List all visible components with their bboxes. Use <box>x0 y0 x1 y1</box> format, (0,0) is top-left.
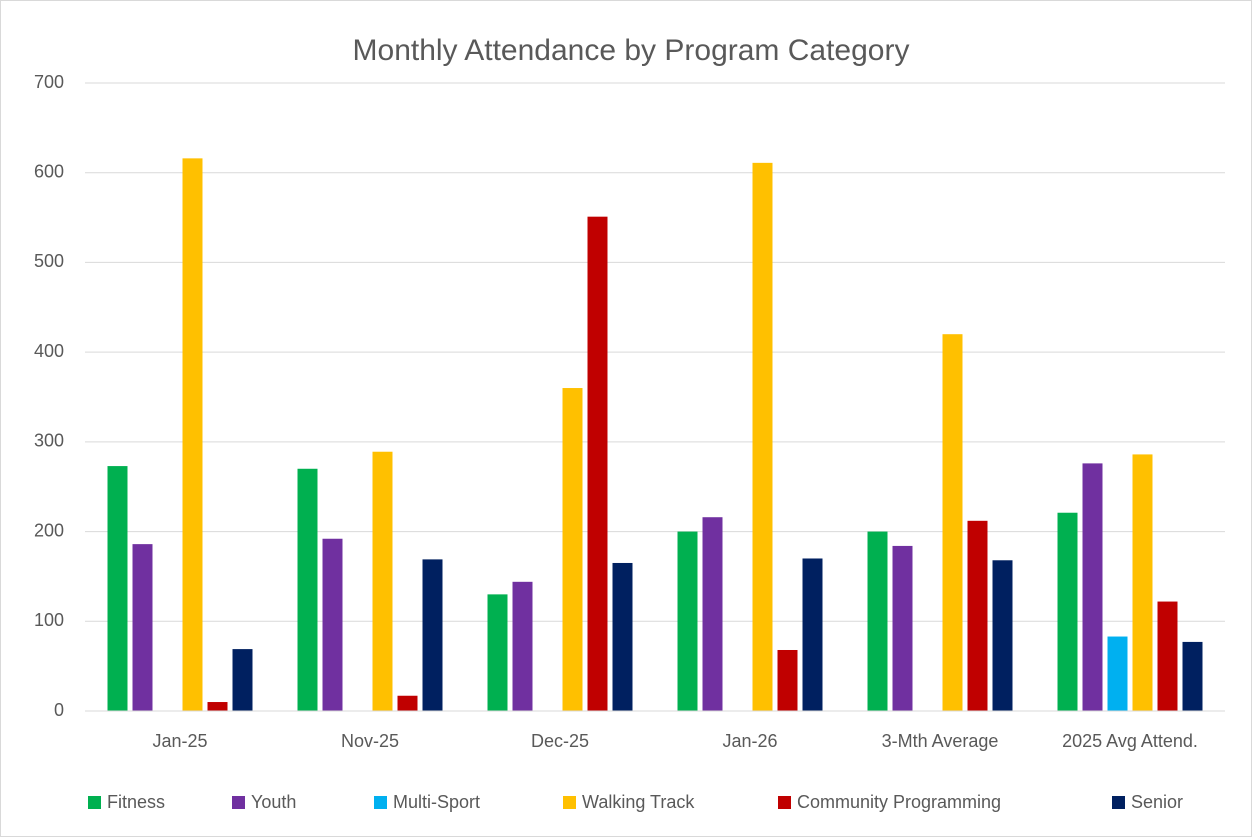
y-tick-label: 300 <box>34 431 64 451</box>
bar <box>182 158 203 712</box>
bar <box>562 388 583 711</box>
legend-swatch <box>1112 796 1125 809</box>
bar <box>132 544 153 711</box>
bar <box>232 649 253 711</box>
bar <box>752 162 773 712</box>
bar <box>967 520 988 711</box>
legend-swatch <box>232 796 245 809</box>
y-tick-label: 400 <box>34 341 64 361</box>
x-tick-label: 2025 Avg Attend. <box>1062 731 1198 751</box>
legend-swatch <box>374 796 387 809</box>
y-tick-label: 200 <box>34 520 64 540</box>
bar <box>802 558 823 711</box>
legend-swatch <box>778 796 791 809</box>
legend-label: Walking Track <box>582 792 695 812</box>
bar <box>397 695 418 711</box>
y-tick-label: 0 <box>54 700 64 720</box>
bar <box>702 517 723 711</box>
y-tick-label: 500 <box>34 251 64 271</box>
bar <box>992 560 1013 711</box>
x-tick-label: Jan-26 <box>722 731 777 751</box>
x-tick-label: Jan-25 <box>152 731 207 751</box>
bar <box>207 702 228 711</box>
legend-label: Fitness <box>107 792 165 812</box>
y-tick-label: 700 <box>34 72 64 92</box>
bar <box>892 545 913 711</box>
bar <box>867 531 888 711</box>
bar <box>297 468 318 711</box>
bar <box>942 334 963 711</box>
chart-title: Monthly Attendance by Program Category <box>353 34 910 67</box>
bar <box>1157 601 1178 711</box>
bar <box>1107 636 1128 711</box>
bar <box>372 451 393 711</box>
legend-label: Multi-Sport <box>393 792 480 812</box>
bar <box>1057 512 1078 711</box>
bar <box>677 531 698 711</box>
legend-label: Community Programming <box>797 792 1001 812</box>
bar <box>587 216 608 711</box>
bar <box>612 562 633 711</box>
x-tick-label: 3-Mth Average <box>882 731 999 751</box>
bar <box>777 649 798 711</box>
x-tick-label: Nov-25 <box>341 731 399 751</box>
bar <box>422 559 443 711</box>
bar <box>322 538 343 711</box>
bar <box>512 581 533 711</box>
bar <box>1182 641 1203 711</box>
x-tick-label: Dec-25 <box>531 731 589 751</box>
bar <box>487 594 508 711</box>
legend-swatch <box>88 796 101 809</box>
bar <box>107 466 128 711</box>
legend-label: Senior <box>1131 792 1183 812</box>
legend-label: Youth <box>251 792 296 812</box>
y-tick-label: 100 <box>34 610 64 630</box>
bar <box>1082 463 1103 711</box>
legend-swatch <box>563 796 576 809</box>
y-tick-label: 600 <box>34 161 64 181</box>
bar <box>1132 454 1153 711</box>
